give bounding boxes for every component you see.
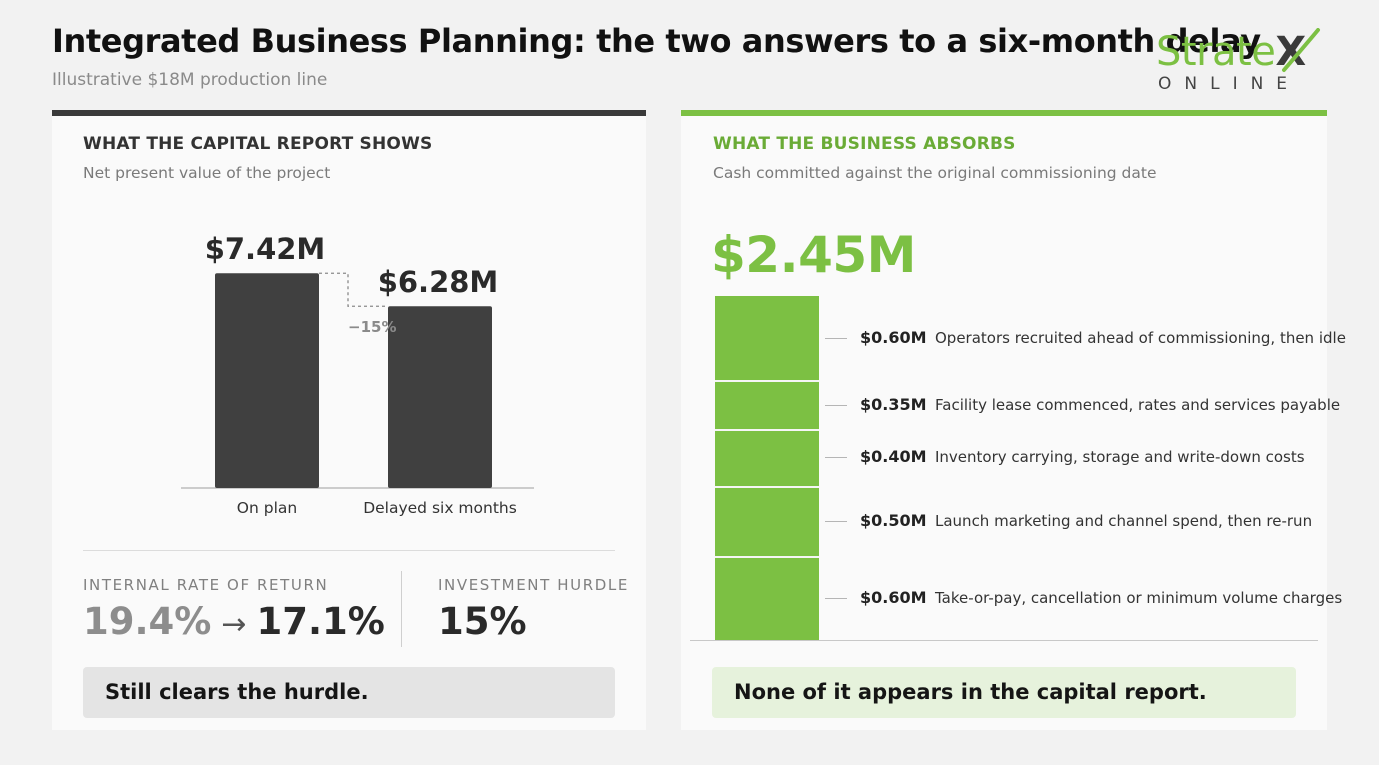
delay-connector bbox=[319, 272, 388, 307]
arrow-right-icon: → bbox=[221, 607, 247, 642]
stack-baseline bbox=[690, 640, 1318, 641]
cost-amount: $0.35M bbox=[860, 394, 927, 414]
cost-segment bbox=[715, 380, 819, 430]
npv-bar bbox=[388, 306, 492, 488]
leader-line bbox=[825, 597, 847, 599]
cost-segment bbox=[715, 296, 819, 381]
irr-to: 17.1% bbox=[256, 600, 385, 643]
panel-heading: WHAT THE BUSINESS ABSORBS bbox=[713, 134, 1016, 154]
irr-value: 19.4% → 17.1% bbox=[83, 600, 385, 643]
bar-value-label: $6.28M bbox=[378, 265, 499, 299]
total-absorbed: $2.45M bbox=[711, 226, 916, 284]
bar-value-label: $7.42M bbox=[205, 232, 326, 266]
business-absorbs-panel: WHAT THE BUSINESS ABSORBS Cash committed… bbox=[681, 110, 1346, 730]
cost-description: Inventory carrying, storage and write-do… bbox=[935, 448, 1305, 467]
capital-report-panel: WHAT THE CAPITAL REPORT SHOWS Net presen… bbox=[52, 110, 646, 730]
leader-line bbox=[825, 457, 847, 459]
left-callout: Still clears the hurdle. bbox=[83, 667, 615, 718]
stratex-logo: StrateX ONLINE bbox=[1156, 28, 1326, 94]
cost-description: Operators recruited ahead of commissioni… bbox=[935, 329, 1346, 348]
cost-description: Launch marketing and channel spend, then… bbox=[935, 511, 1313, 530]
irr-label: INTERNAL RATE OF RETURN bbox=[83, 576, 329, 594]
logo-subtext: ONLINE bbox=[1158, 74, 1301, 94]
cost-description: Facility lease commenced, rates and serv… bbox=[935, 395, 1341, 414]
panel-top-rule bbox=[681, 110, 1327, 116]
leader-line bbox=[825, 338, 847, 340]
section-divider bbox=[83, 550, 615, 551]
page-subtitle: Illustrative $18M production line bbox=[52, 70, 328, 90]
cost-amount: $0.60M bbox=[860, 328, 927, 348]
metric-divider bbox=[401, 571, 402, 647]
hurdle-label: INVESTMENT HURDLE bbox=[438, 576, 629, 594]
category-label: Delayed six months bbox=[363, 499, 517, 517]
leader-line bbox=[825, 404, 847, 406]
cost-segment bbox=[715, 555, 819, 640]
npv-bar bbox=[215, 273, 319, 488]
cost-segment bbox=[715, 429, 819, 486]
irr-from: 19.4% bbox=[83, 600, 212, 643]
page-title: Integrated Business Planning: the two an… bbox=[52, 22, 1261, 60]
hurdle-value: 15% bbox=[438, 600, 527, 643]
npv-bar-chart: $7.42M On plan $6.28M Delayed six months −15… bbox=[181, 232, 534, 517]
panel-subheading: Cash committed against the original comm… bbox=[713, 164, 1157, 182]
panel-top-rule bbox=[52, 110, 646, 116]
right-callout: None of it appears in the capital report… bbox=[712, 667, 1296, 718]
category-label: On plan bbox=[237, 499, 297, 517]
panel-heading: WHAT THE CAPITAL REPORT SHOWS bbox=[83, 134, 433, 154]
cost-amount: $0.40M bbox=[860, 447, 927, 467]
leader-line bbox=[825, 520, 847, 522]
logo-swoosh-icon bbox=[1282, 28, 1320, 72]
cost-amount: $0.60M bbox=[860, 587, 927, 607]
percent-change-label: −15% bbox=[348, 318, 396, 336]
panel-subheading: Net present value of the project bbox=[83, 164, 331, 182]
cost-segment bbox=[715, 485, 819, 556]
cost-amount: $0.50M bbox=[860, 510, 927, 530]
cost-description: Take-or-pay, cancellation or minimum vol… bbox=[935, 588, 1343, 607]
